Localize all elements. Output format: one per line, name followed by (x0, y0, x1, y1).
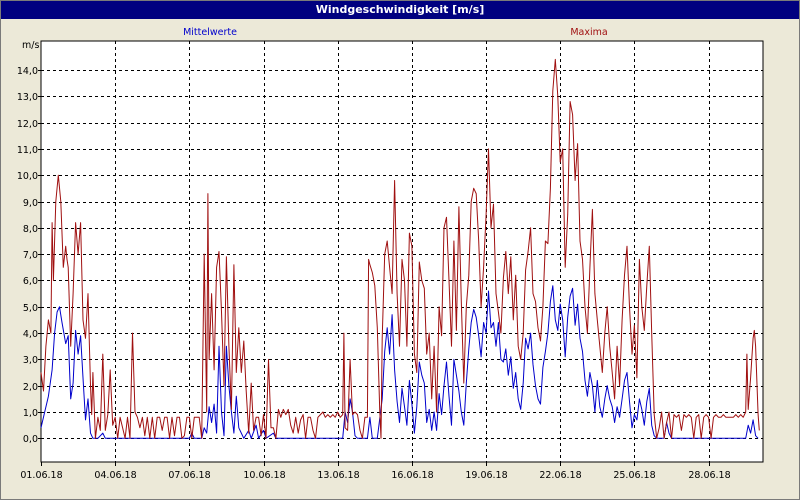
y-tick-label: 14,0 (17, 66, 38, 77)
y-tick-label: 11,0 (17, 145, 38, 156)
y-tick-label: 2,0 (23, 382, 38, 393)
series-layer (40, 58, 760, 439)
series-line-maxima (40, 58, 760, 439)
y-tick-label: 4,0 (23, 329, 38, 340)
x-tick-label: 04.06.18 (94, 470, 136, 481)
x-tick-label: 25.06.18 (613, 470, 655, 481)
y-tick-label: 6,0 (23, 276, 38, 287)
x-tick-label: 16.06.18 (391, 470, 433, 481)
y-axis-label: m/s (22, 40, 39, 51)
y-tick-label: 3,0 (23, 355, 38, 366)
x-tick-label: 10.06.18 (243, 470, 285, 481)
y-tick-label: 10,0 (17, 171, 38, 182)
legend-maxima: Maxima (570, 27, 607, 38)
y-tick-label: 1,0 (23, 408, 38, 419)
y-tick-label: 13,0 (17, 92, 38, 103)
legend-mittelwerte: Mittelwerte (183, 27, 237, 38)
x-tick-label: 07.06.18 (168, 470, 210, 481)
y-tick-label: 7,0 (23, 250, 38, 261)
axes: 0,0 1,0 2,0 3,0 4,0 5,0 6,0 7,0 8,0 9,0 10,0 11,0 12… (17, 66, 731, 481)
y-tick-label: 8,0 (23, 224, 38, 235)
series-line-mittelwerte (40, 285, 759, 439)
y-tick-label: 5,0 (23, 303, 38, 314)
window-title: Windgeschwindigkeit [m/s] (1, 1, 799, 19)
x-tick-label: 19.06.18 (465, 470, 507, 481)
y-tick-label: 9,0 (23, 198, 38, 209)
x-tick-label: 01.06.18 (20, 470, 62, 481)
x-tick-label: 28.06.18 (688, 470, 730, 481)
x-tick-label: 22.06.18 (539, 470, 581, 481)
x-tick-label: 13.06.18 (317, 470, 359, 481)
plot-area (40, 40, 764, 463)
y-tick-label: 12,0 (17, 119, 38, 130)
y-tick-label: 0,0 (23, 434, 38, 445)
